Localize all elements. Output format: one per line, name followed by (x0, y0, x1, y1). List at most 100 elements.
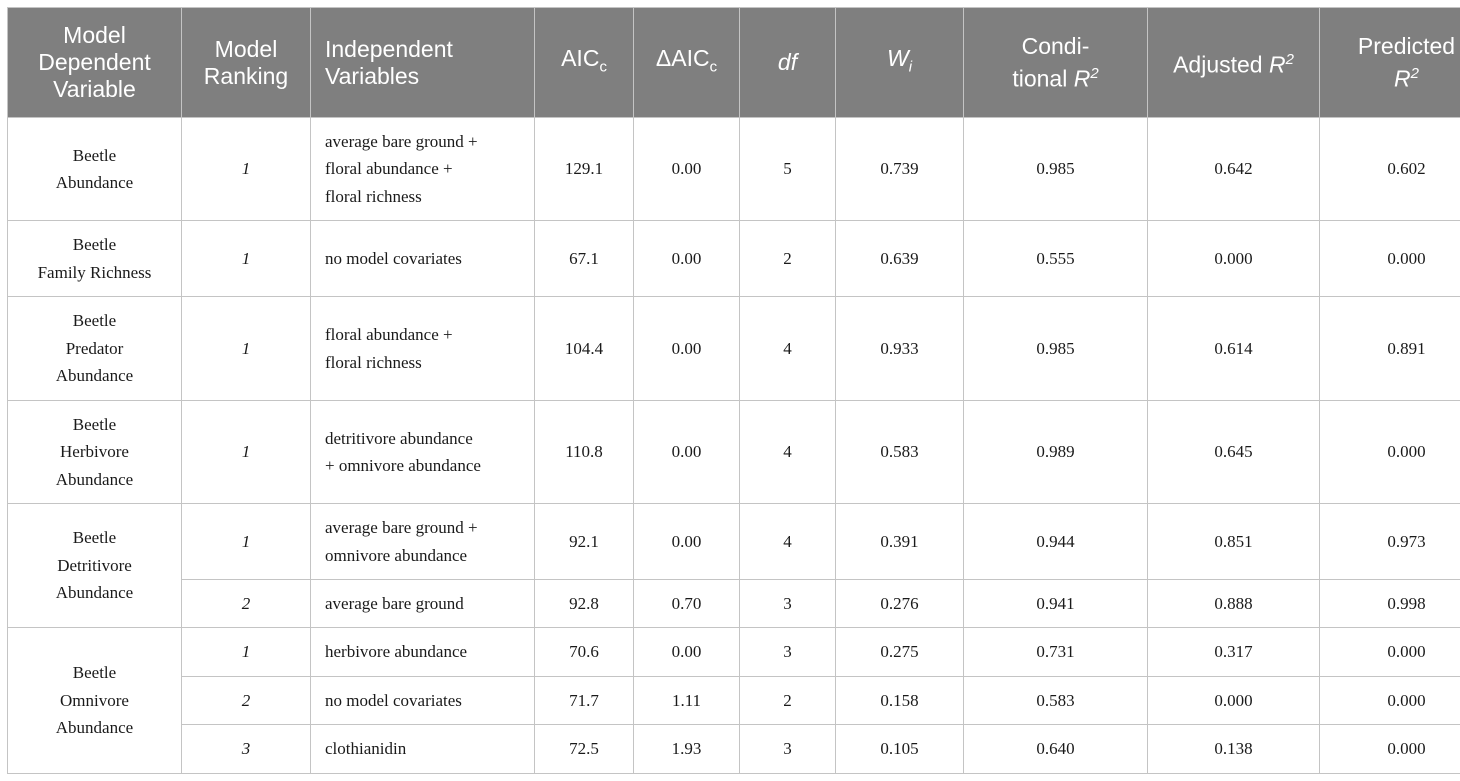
header-conditional-r2: Condi- tional R2 (963, 7, 1148, 118)
wi-cell: 0.105 (835, 724, 964, 774)
aicc-cell: 129.1 (534, 117, 634, 221)
wi-cell: 0.391 (835, 503, 964, 580)
delta-aicc-cell: 0.00 (633, 627, 740, 677)
header-df: df (739, 7, 836, 118)
adjusted-r2-cell: 0.138 (1147, 724, 1320, 774)
conditional-r2-cell: 0.989 (963, 400, 1148, 504)
conditional-r2-cell: 0.555 (963, 220, 1148, 297)
dependent-variable-cell: Beetle Abundance (7, 117, 182, 221)
table-row: 2 average bare ground 92.8 0.70 3 0.276 … (8, 579, 1460, 628)
df-cell: 3 (739, 724, 836, 774)
df-cell: 3 (739, 579, 836, 628)
df-cell: 5 (739, 117, 836, 221)
conditional-r2-cell: 0.985 (963, 117, 1148, 221)
df-cell: 4 (739, 503, 836, 580)
dependent-variable-cell: Beetle Detritivore Abundance (7, 503, 182, 628)
rank-cell: 2 (181, 579, 311, 628)
aicc-cell: 72.5 (534, 724, 634, 774)
table-row: Beetle Family Richness 1 no model covari… (7, 220, 1460, 297)
adjusted-r2-cell: 0.317 (1147, 627, 1320, 677)
independent-variables-cell: average bare ground + floral abundance +… (310, 117, 535, 221)
independent-variables-cell: no model covariates (310, 676, 535, 725)
df-cell: 3 (739, 627, 836, 677)
table-header: Model Dependent Variable Model Ranking I… (7, 7, 1460, 118)
predicted-r2-cell: 0.602 (1319, 117, 1460, 221)
dependent-variable-cell: Beetle Predator Abundance (7, 296, 182, 401)
header-row: Model Dependent Variable Model Ranking I… (7, 7, 1460, 118)
predicted-r2-cell: 0.000 (1319, 676, 1460, 725)
adjusted-r2-cell: 0.888 (1147, 579, 1320, 628)
header-independent-variables: Independent Variables (310, 7, 535, 118)
independent-variables-cell: herbivore abundance (310, 627, 535, 677)
adjusted-r2-cell: 0.851 (1147, 503, 1320, 580)
aicc-cell: 70.6 (534, 627, 634, 677)
table-row: Beetle Detritivore Abundance 1 average b… (7, 503, 1460, 628)
dependent-variable-cell: Beetle Family Richness (7, 220, 182, 297)
header-predicted-r2: Predicted R2 (1319, 7, 1460, 118)
table-row: Beetle Herbivore Abundance 1 detritivore… (7, 400, 1460, 504)
predicted-r2-cell: 0.000 (1319, 400, 1460, 504)
table-row: Beetle Abundance 1 average bare ground +… (7, 117, 1460, 221)
df-cell: 4 (739, 296, 836, 401)
df-cell: 2 (739, 220, 836, 297)
wi-cell: 0.739 (835, 117, 964, 221)
header-aicc: AICc (534, 7, 634, 118)
predicted-r2-cell: 0.998 (1319, 579, 1460, 628)
aicc-cell: 71.7 (534, 676, 634, 725)
dependent-variable-cell: Beetle Herbivore Abundance (7, 400, 182, 504)
rank-cell: 3 (181, 724, 311, 774)
table-row: Beetle Omnivore Abundance 1 herbivore ab… (7, 627, 1460, 774)
table-row: Beetle Predator Abundance 1 floral abund… (7, 296, 1460, 401)
delta-aicc-cell: 0.00 (633, 296, 740, 401)
delta-aicc-cell: 0.00 (633, 400, 740, 504)
conditional-r2-cell: 0.944 (963, 503, 1148, 580)
independent-variables-cell: clothianidin (310, 724, 535, 774)
wi-cell: 0.583 (835, 400, 964, 504)
rank-cell: 1 (181, 117, 311, 221)
header-delta-aicc: ΔAICc (633, 7, 740, 118)
table-body: Beetle Abundance 1 average bare ground +… (7, 117, 1460, 774)
conditional-r2-cell: 0.941 (963, 579, 1148, 628)
aicc-cell: 92.8 (534, 579, 634, 628)
aicc-cell: 104.4 (534, 296, 634, 401)
adjusted-r2-cell: 0.645 (1147, 400, 1320, 504)
aicc-cell: 92.1 (534, 503, 634, 580)
conditional-r2-cell: 0.583 (963, 676, 1148, 725)
wi-cell: 0.158 (835, 676, 964, 725)
predicted-r2-cell: 0.000 (1319, 724, 1460, 774)
predicted-r2-cell: 0.000 (1319, 627, 1460, 677)
predicted-r2-cell: 0.891 (1319, 296, 1460, 401)
table-row: 2 no model covariates 71.7 1.11 2 0.158 … (8, 676, 1460, 725)
wi-cell: 0.276 (835, 579, 964, 628)
adjusted-r2-cell: 0.000 (1147, 676, 1320, 725)
rank-cell: 2 (181, 676, 311, 725)
rank-cell: 1 (181, 400, 311, 504)
adjusted-r2-cell: 0.614 (1147, 296, 1320, 401)
independent-variables-cell: detritivore abundance + omnivore abundan… (310, 400, 535, 504)
delta-aicc-cell: 0.70 (633, 579, 740, 628)
independent-variables-cell: floral abundance + floral richness (310, 296, 535, 401)
rank-cell: 1 (181, 220, 311, 297)
table-row: 3 clothianidin 72.5 1.93 3 0.105 0.640 0… (8, 724, 1460, 774)
rank-cell: 1 (181, 503, 311, 580)
wi-cell: 0.933 (835, 296, 964, 401)
rank-cell: 1 (181, 296, 311, 401)
wi-cell: 0.275 (835, 627, 964, 677)
predicted-r2-cell: 0.973 (1319, 503, 1460, 580)
header-model-ranking: Model Ranking (181, 7, 311, 118)
independent-variables-cell: no model covariates (310, 220, 535, 297)
adjusted-r2-cell: 0.642 (1147, 117, 1320, 221)
header-adjusted-r2: Adjusted R2 (1147, 7, 1320, 118)
df-cell: 2 (739, 676, 836, 725)
delta-aicc-cell: 1.11 (633, 676, 740, 725)
conditional-r2-cell: 0.985 (963, 296, 1148, 401)
aicc-cell: 110.8 (534, 400, 634, 504)
wi-cell: 0.639 (835, 220, 964, 297)
delta-aicc-cell: 0.00 (633, 117, 740, 221)
delta-aicc-cell: 0.00 (633, 220, 740, 297)
independent-variables-cell: average bare ground + omnivore abundance (310, 503, 535, 580)
aicc-cell: 67.1 (534, 220, 634, 297)
dependent-variable-cell: Beetle Omnivore Abundance (7, 627, 182, 774)
conditional-r2-cell: 0.640 (963, 724, 1148, 774)
